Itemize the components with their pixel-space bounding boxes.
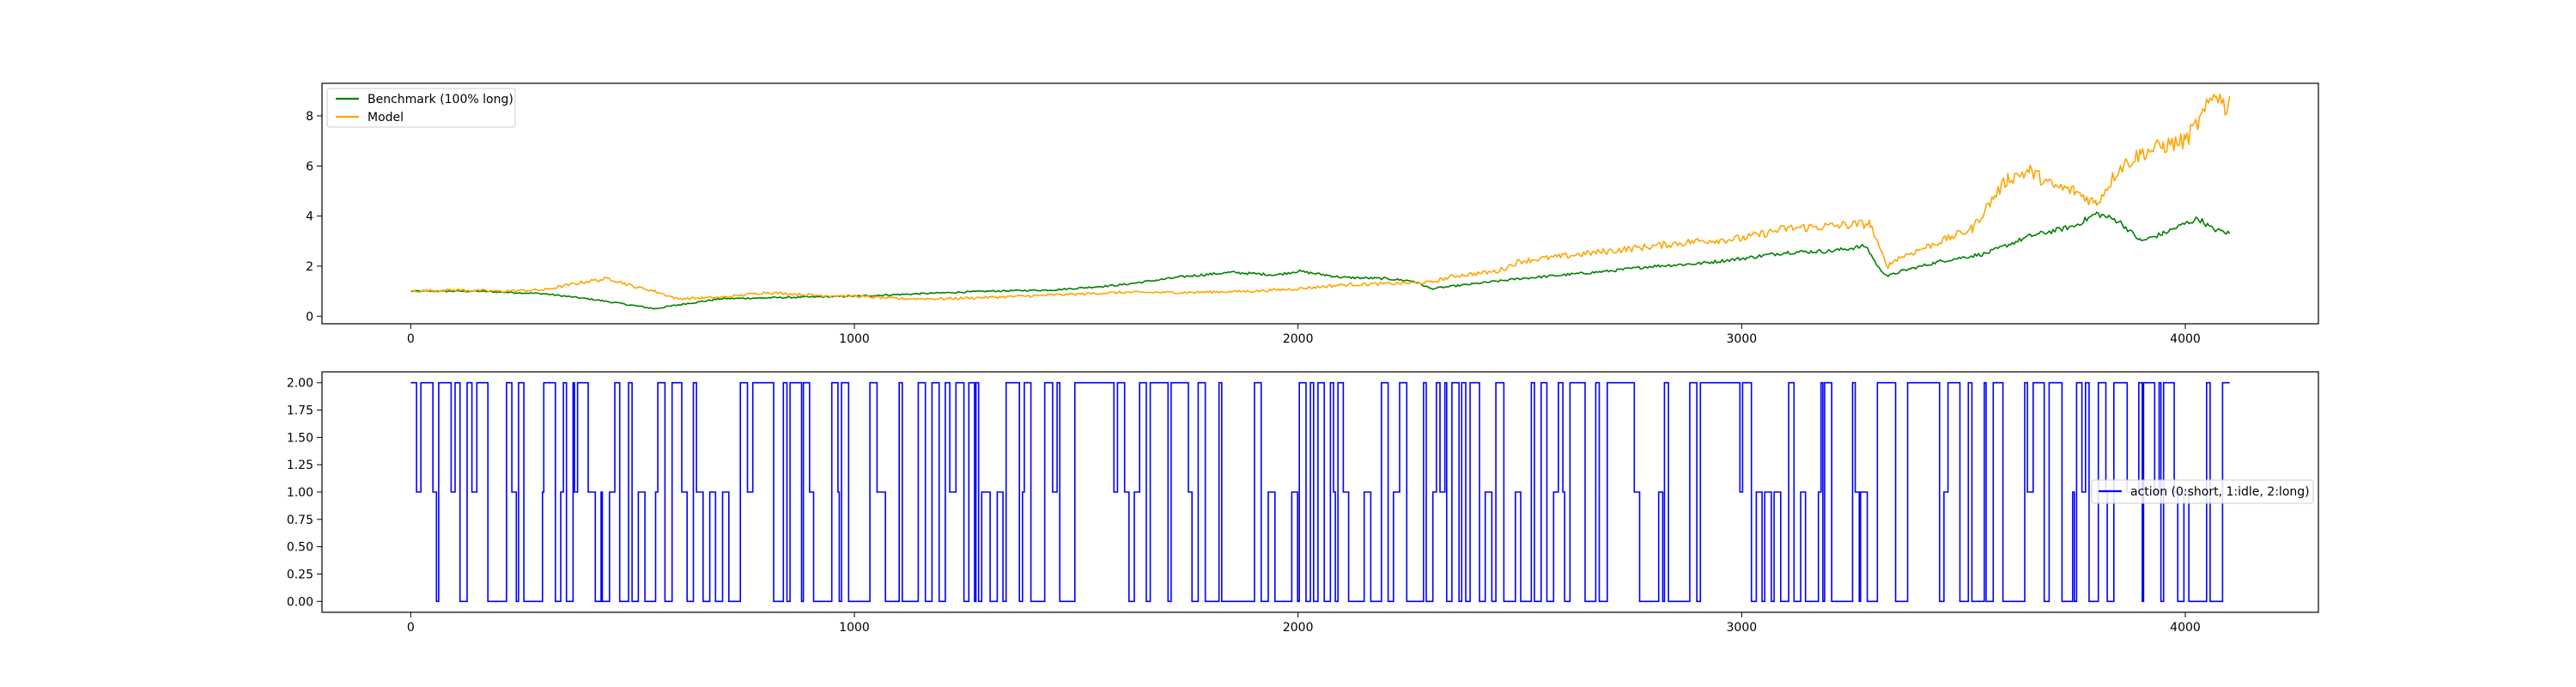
top-y-tick-label: 0	[306, 310, 313, 324]
series-line-benchmark	[410, 211, 2231, 310]
series-line-action	[410, 381, 2230, 603]
top-legend: Benchmark (100% long) Model	[326, 88, 516, 128]
top-x-tick-label: 4000	[2170, 332, 2201, 346]
legend-label-benchmark: Benchmark (100% long)	[368, 93, 513, 106]
top-x-tick-label: 3000	[1727, 332, 1758, 346]
bottom-plot-lines	[410, 381, 2230, 603]
bottom-y-tick-label: 2.00	[287, 377, 313, 391]
bottom-legend-box	[2091, 479, 2314, 504]
series-line-model	[410, 93, 2231, 301]
bottom-y-tick-label: 1.75	[287, 404, 313, 418]
bottom-x-axis: 0 1000 2000 3000 4000	[407, 612, 2201, 635]
top-y-tick-label: 6	[306, 160, 313, 173]
top-x-tick-label: 2000	[1283, 332, 1314, 346]
top-y-tick-label: 2	[306, 260, 313, 274]
bottom-x-tick-label: 3000	[1727, 621, 1758, 635]
bottom-x-tick-label: 1000	[839, 621, 870, 635]
top-y-tick-label: 4	[306, 210, 313, 224]
legend-label-action: action (0:short, 1:idle, 2:long)	[2130, 485, 2310, 499]
top-plot-lines	[410, 93, 2231, 310]
bottom-legend: action (0:short, 1:idle, 2:long)	[2091, 479, 2314, 504]
legend-label-model: Model	[368, 111, 404, 125]
top-y-tick-label: 8	[306, 110, 313, 124]
top-x-tick-label: 1000	[839, 332, 870, 346]
top-y-axis: 0 2 4 6 8	[306, 110, 322, 324]
bottom-y-tick-label: 1.25	[287, 459, 313, 472]
bottom-subplot: 0 1000 2000 3000 4000 0.00 0.25 0.50 0.75 1.00 1.…	[287, 371, 2319, 635]
bottom-y-tick-label: 0.75	[287, 514, 313, 527]
bottom-x-tick-label: 4000	[2170, 621, 2201, 635]
bottom-y-tick-label: 0.00	[287, 595, 313, 609]
bottom-y-tick-label: 0.50	[287, 541, 313, 555]
top-x-tick-label: 0	[407, 332, 415, 346]
bottom-y-tick-label: 1.00	[287, 486, 313, 500]
bottom-x-tick-label: 0	[407, 621, 415, 635]
bottom-x-tick-label: 2000	[1283, 621, 1314, 635]
bottom-y-tick-label: 1.50	[287, 431, 313, 445]
bottom-y-tick-label: 0.25	[287, 568, 313, 581]
top-x-axis: 0 1000 2000 3000 4000	[407, 324, 2201, 346]
top-subplot: 0 1000 2000 3000 4000 0 2 4 6 8 Benchmark (100% …	[306, 82, 2319, 346]
top-plot-frame	[321, 82, 2319, 325]
bottom-y-axis: 0.00 0.25 0.50 0.75 1.00 1.25 1.50 1.75 2.00	[287, 377, 322, 609]
top-legend-box	[326, 88, 516, 128]
